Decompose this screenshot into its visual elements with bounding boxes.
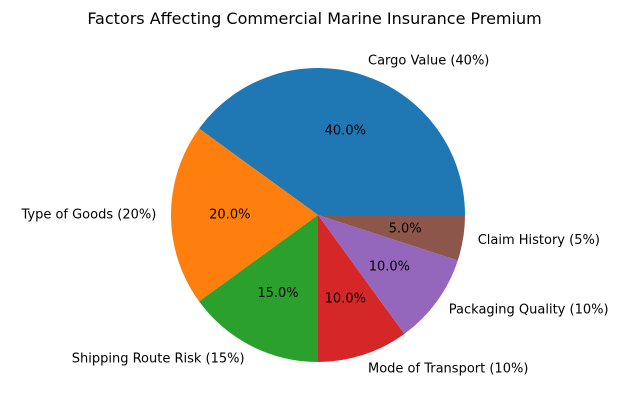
percent-label: 20.0% [209,208,250,223]
slice-label: Type of Goods (20%) [20,208,156,223]
slice-label: Mode of Transport (10%) [368,361,528,376]
slice-label: Shipping Route Risk (15%) [72,352,245,367]
percent-label: 15.0% [257,286,298,301]
percent-label: 40.0% [325,124,366,139]
percent-label: 10.0% [325,291,366,306]
pie-slice-mode-of-transport [318,215,405,362]
chart-title: Factors Affecting Commercial Marine Insu… [87,9,542,28]
slice-label: Cargo Value (40%) [368,54,489,69]
percent-label: 5.0% [389,221,422,236]
slice-label: Packaging Quality (10%) [449,303,609,318]
pie-slice-cargo-value [199,67,465,216]
slice-label: Claim History (5%) [478,233,600,248]
percent-label: 10.0% [369,259,410,274]
pie-slice-claim-history [318,215,465,261]
pie-slice-shipping-route-risk [199,215,318,362]
pie-slice-type-of-goods [170,128,318,302]
pie-slice-packaging-quality [318,215,458,334]
